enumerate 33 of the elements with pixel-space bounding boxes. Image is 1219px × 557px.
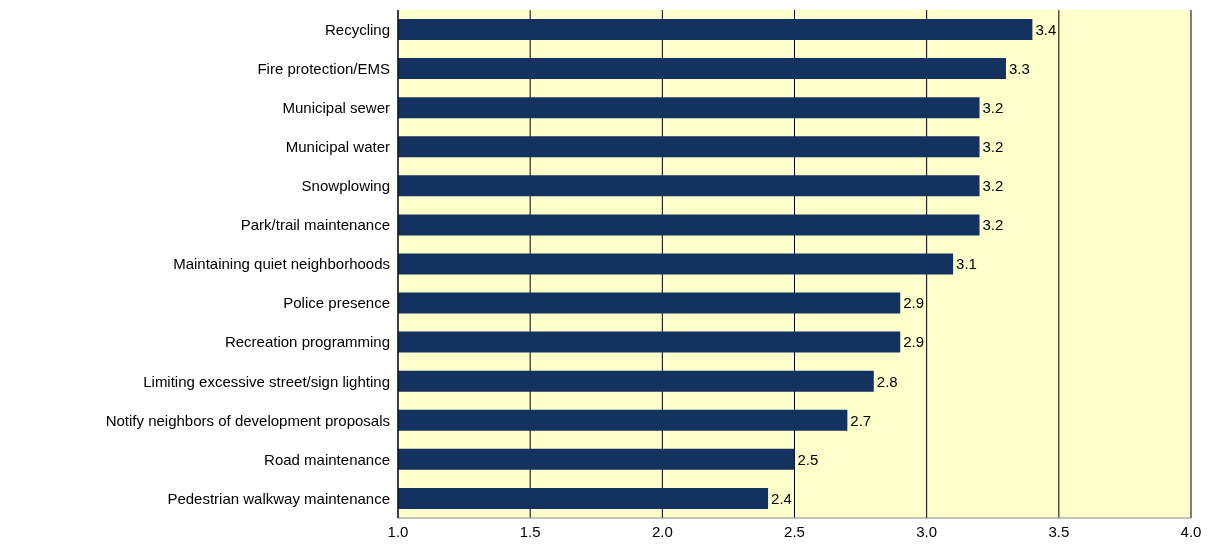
x-tick-label: 2.5 bbox=[784, 522, 805, 540]
data-label: 3.2 bbox=[982, 216, 1004, 234]
x-tick-label: 2.0 bbox=[651, 522, 673, 540]
y-tick-label: Maintaining quiet neighborhoods bbox=[173, 255, 390, 273]
data-label: 3.3 bbox=[1008, 59, 1030, 77]
x-tick-label: 3.0 bbox=[916, 522, 938, 540]
x-tick-label: 1.0 bbox=[387, 522, 409, 540]
data-label: 3.2 bbox=[982, 177, 1004, 195]
data-label: 3.2 bbox=[982, 138, 1004, 156]
y-tick-label: Police presence bbox=[283, 294, 390, 312]
data-label: 2.9 bbox=[903, 294, 925, 312]
y-tick-label: Park/trail maintenance bbox=[240, 216, 390, 234]
x-tick-label: 3.5 bbox=[1048, 522, 1070, 540]
y-tick-label: Recycling bbox=[324, 20, 390, 38]
y-tick-label: Recreation programming bbox=[224, 333, 390, 351]
data-label: 2.5 bbox=[797, 450, 819, 468]
y-tick-label: Municipal sewer bbox=[282, 99, 390, 117]
data-label: 2.4 bbox=[771, 489, 792, 507]
x-tick-label: 1.5 bbox=[519, 522, 541, 540]
data-label: 2.9 bbox=[903, 333, 925, 351]
x-tick-label: 4.0 bbox=[1180, 522, 1202, 540]
y-tick-label: Fire protection/EMS bbox=[257, 59, 390, 77]
y-tick-label: Municipal water bbox=[285, 138, 390, 156]
y-tick-label: Limiting excessive street/sign lighting bbox=[143, 372, 390, 390]
data-label: 3.4 bbox=[1035, 20, 1057, 38]
data-label: 2.8 bbox=[876, 372, 898, 390]
data-label: 3.2 bbox=[982, 98, 1004, 116]
y-tick-label: Road maintenance bbox=[264, 450, 390, 468]
y-tick-label: Pedestrian walkway maintenance bbox=[167, 489, 390, 507]
data-label: 2.7 bbox=[850, 411, 872, 429]
y-tick-label: Notify neighbors of development proposals bbox=[105, 411, 390, 429]
data-label: 3.1 bbox=[956, 255, 977, 273]
y-tick-label: Snowplowing bbox=[301, 177, 390, 195]
